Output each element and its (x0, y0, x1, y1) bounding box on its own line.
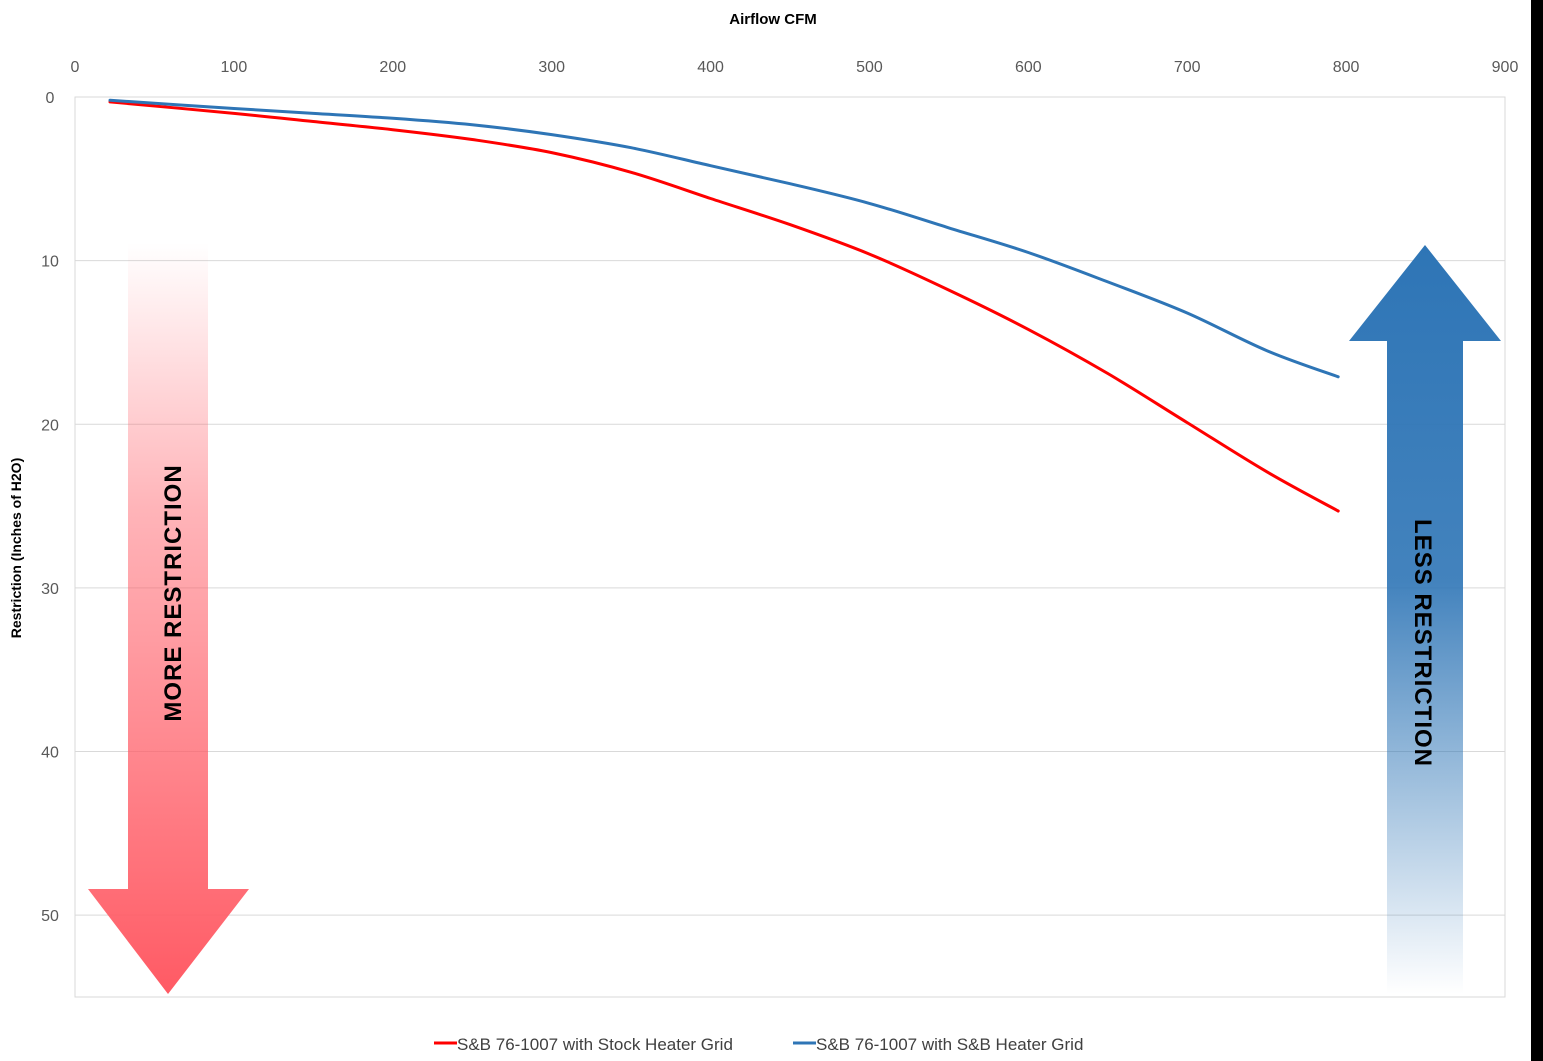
series-lines (108, 98, 1340, 513)
gridlines (75, 260, 1505, 916)
y-tick-label: 40 (41, 745, 59, 762)
y-tick-label: 50 (41, 908, 59, 925)
y-tick-label: 30 (41, 581, 59, 598)
plot-area (74, 96, 1506, 998)
x-tick-label: 0 (71, 59, 80, 76)
legend-label-sb: S&B 76-1007 with S&B Heater Grid (816, 1035, 1083, 1054)
y-tick-label: 10 (41, 254, 59, 271)
y-tick-label: 20 (41, 417, 59, 434)
y-axis-title: Restriction (Inches of H2O) (8, 458, 24, 638)
less-restriction-arrow-shape (1349, 245, 1501, 994)
series-line-stock-heater-grid (108, 100, 1340, 513)
more-restriction-label: MORE RESTRICTION (160, 464, 187, 721)
less-restriction-arrow: LESS RESTRICTION (1349, 245, 1501, 994)
legend-label-stock: S&B 76-1007 with Stock Heater Grid (457, 1035, 733, 1054)
right-border-bar (1531, 0, 1543, 1061)
x-tick-label: 200 (379, 59, 406, 76)
less-restriction-label: LESS RESTRICTION (1409, 519, 1436, 767)
x-tick-label: 100 (221, 59, 248, 76)
x-tick-label: 400 (697, 59, 724, 76)
more-restriction-arrow: MORE RESTRICTION (88, 243, 249, 994)
x-axis-ticks: 0 100 200 300 400 500 600 700 800 900 (71, 59, 1519, 76)
series-line-sb-heater-grid (108, 98, 1340, 379)
x-axis-title: Airflow CFM (729, 11, 817, 28)
x-tick-label: 800 (1333, 59, 1360, 76)
y-tick-label: 0 (46, 90, 55, 107)
legend: S&B 76-1007 with Stock Heater Grid S&B 7… (434, 1035, 1083, 1054)
y-axis-ticks: 0 10 20 30 40 50 (41, 90, 59, 925)
x-tick-label: 300 (538, 59, 565, 76)
x-tick-label: 700 (1174, 59, 1201, 76)
x-tick-label: 500 (856, 59, 883, 76)
more-restriction-arrow-shape (88, 243, 249, 994)
x-tick-label: 600 (1015, 59, 1042, 76)
x-tick-label: 900 (1492, 59, 1519, 76)
